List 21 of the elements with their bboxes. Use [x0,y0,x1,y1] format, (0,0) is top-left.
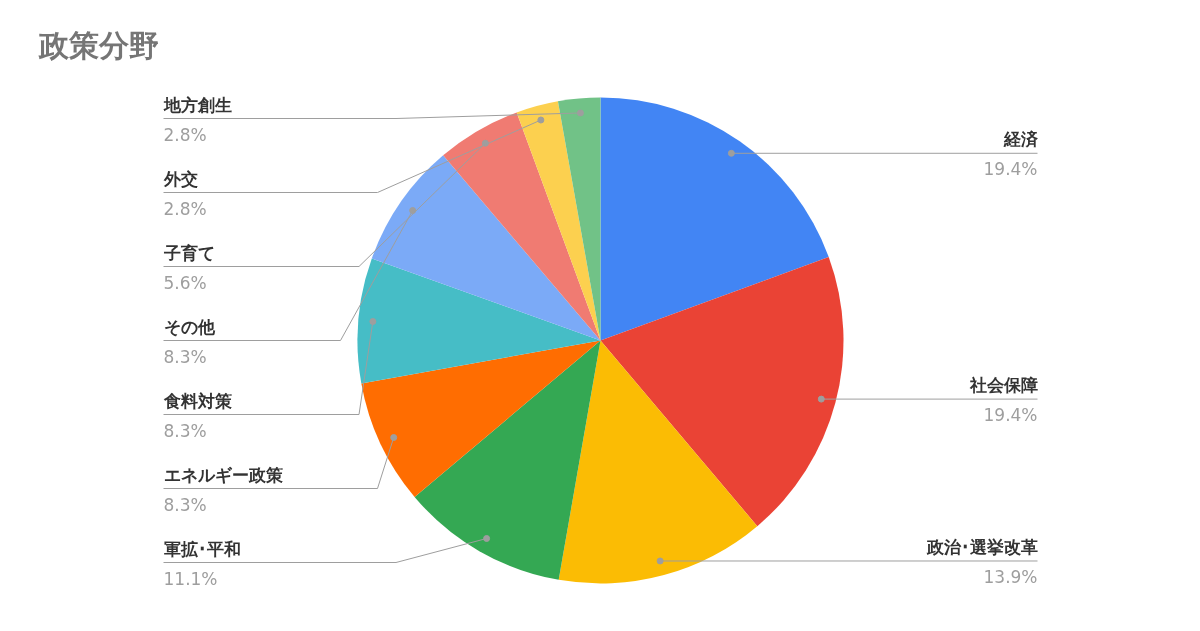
data-label: 19.4% [983,159,1038,180]
slice-label: 社会保障 [968,375,1038,396]
data-label: 8.3% [163,494,207,515]
slice-label: 地方創生 [162,94,232,115]
slice-label: エネルギー政策 [163,464,283,485]
data-label: 19.4% [983,405,1038,426]
chart-title: 政策分野 [37,28,159,63]
data-label: 2.8% [163,198,207,219]
slice-label: その他 [163,316,216,337]
slice-label: 子育て [162,242,215,263]
data-label: 11.1% [163,568,218,589]
data-label: 2.8% [163,124,207,145]
slice-label: 経済 [1002,129,1039,150]
data-label: 5.6% [163,272,207,293]
slice-label: 政治･選挙改革 [925,537,1038,557]
slice-label: 食料対策 [162,390,232,411]
slice-label: 軍拡･平和 [163,538,241,559]
data-label: 13.9% [983,567,1038,587]
data-label: 8.3% [163,346,207,367]
data-label: 8.3% [163,420,207,441]
slice-label: 外交 [162,168,198,189]
